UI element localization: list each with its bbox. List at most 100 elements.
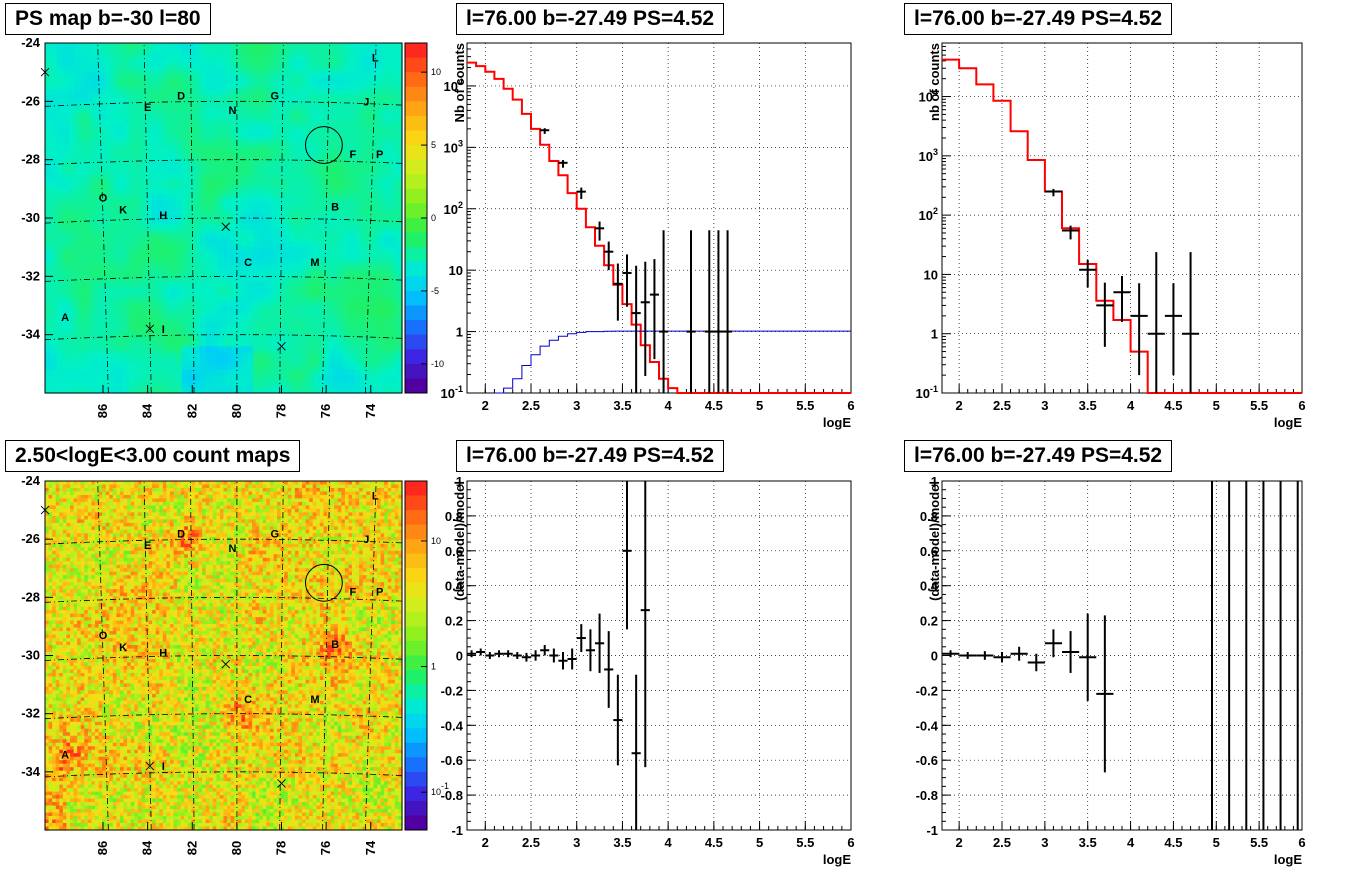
x-tick-label: 80 [229, 841, 244, 855]
source-label: B [331, 201, 339, 213]
y-tick-label: 0.4 [445, 579, 464, 594]
colorbar-band [405, 699, 427, 715]
panel-title: l=76.00 b=-27.49 PS=4.52 [904, 3, 1173, 35]
x-tick-label: 76 [318, 841, 333, 855]
graticule-line [44, 655, 403, 661]
colorbar-band [405, 101, 427, 117]
colorbar-band [405, 510, 427, 526]
source-cross [40, 505, 50, 515]
colorbar-band [405, 130, 427, 146]
colorbar-band [405, 757, 427, 773]
x-tick-label: 5.5 [1250, 398, 1268, 413]
colorbar-band [405, 145, 427, 161]
graticule-line [365, 42, 377, 394]
x-tick-label: 84 [140, 840, 155, 855]
colorbar-band [405, 43, 427, 59]
y-tick-label: -32 [21, 268, 40, 283]
colorbar-band [405, 261, 427, 277]
panel-title: l=76.00 b=-27.49 PS=4.52 [904, 440, 1173, 472]
x-tick-label: 6 [847, 398, 854, 413]
x-tick-label: 5.5 [796, 398, 814, 413]
colorbar-band [405, 597, 427, 613]
colorbar-band [405, 349, 427, 365]
colorbar-band [405, 815, 427, 831]
graticule-line [143, 42, 152, 394]
source-label: D [177, 528, 185, 540]
colorbar-band [405, 655, 427, 671]
y-tick-label: 0.4 [920, 579, 939, 594]
x-tick-label: 3 [573, 835, 580, 850]
graticule-line [143, 480, 152, 831]
y-axis-label: (data-model)/model [452, 481, 467, 601]
y-tick-label: -24 [21, 473, 41, 488]
source-label: F [350, 149, 357, 161]
x-tick-label: 2 [482, 398, 489, 413]
source-label: L [372, 53, 379, 65]
x-tick-label: 6 [1298, 835, 1305, 850]
graticule-line [44, 596, 403, 603]
x-tick-label: 3.5 [613, 398, 631, 413]
y-tick-label: 10-1 [916, 384, 938, 401]
source-label: G [271, 91, 280, 103]
x-tick-label: 4 [1127, 398, 1135, 413]
source-label: I [162, 761, 165, 773]
model-histogram [942, 58, 1302, 394]
colorbar-band [405, 640, 427, 656]
y-tick-label: -30 [21, 210, 40, 225]
colorbar-band [405, 232, 427, 248]
y-tick-label: 0.8 [445, 509, 463, 524]
colorbar-band [405, 786, 427, 802]
x-tick-label: 5 [756, 398, 763, 413]
y-tick-label: -0.2 [916, 683, 938, 698]
colorbar-band [405, 481, 427, 497]
graticule [44, 42, 403, 394]
source-label: B [331, 639, 339, 651]
colorbar-frame [404, 480, 428, 831]
colorbar-band [405, 276, 427, 292]
x-axis-label: logE [1274, 415, 1302, 430]
colorbar-tick-label: 10 [431, 536, 441, 546]
colorbar-band [405, 378, 427, 394]
source-label: J [363, 96, 369, 108]
source-label: I [162, 324, 165, 336]
source-label: O [99, 193, 108, 205]
y-tick-label: 1 [456, 474, 463, 489]
x-tick-label: 6 [1298, 398, 1305, 413]
colorbar-band [405, 203, 427, 219]
source-label: O [99, 630, 108, 642]
colorbar-band [405, 611, 427, 627]
colorbar-tick-label: 5 [431, 140, 436, 150]
colorbar-band [405, 742, 427, 758]
y-tick-label: 0.6 [445, 544, 463, 559]
x-tick-label: 2 [482, 835, 489, 850]
source-label: A [61, 749, 69, 761]
colorbar-band [405, 305, 427, 321]
x-tick-label: 4.5 [1164, 835, 1182, 850]
graticule-line [44, 334, 403, 341]
y-axis-label: nb of counts [927, 43, 942, 121]
colorbar-band [405, 320, 427, 336]
x-tick-label: 2.5 [993, 835, 1011, 850]
y-tick-label: -0.6 [916, 753, 938, 768]
x-tick-label: 2 [956, 398, 963, 413]
panel-title: l=76.00 b=-27.49 PS=4.52 [456, 3, 725, 35]
x-tick-label: 3 [1041, 398, 1048, 413]
x-axis-label: logE [823, 415, 851, 430]
y-tick-label: 0.2 [920, 614, 938, 629]
source-label: K [119, 642, 127, 654]
graticule-line [44, 713, 403, 720]
x-tick-label: 3 [1041, 835, 1048, 850]
colorbar-band [405, 159, 427, 175]
colorbar-band [405, 713, 427, 729]
y-tick-label: -0.4 [441, 718, 464, 733]
colorbar: 10 5 0 -5 -10 [404, 42, 444, 394]
x-tick-label: 4.5 [705, 835, 723, 850]
colorbar-tick-label: 0 [431, 213, 436, 223]
target-circle [304, 126, 343, 164]
x-tick-label: 4 [665, 398, 673, 413]
colorbar-band [405, 363, 427, 379]
x-tick-label: 5 [1213, 835, 1220, 850]
graticule-line [365, 480, 377, 831]
source-label: H [159, 210, 167, 222]
